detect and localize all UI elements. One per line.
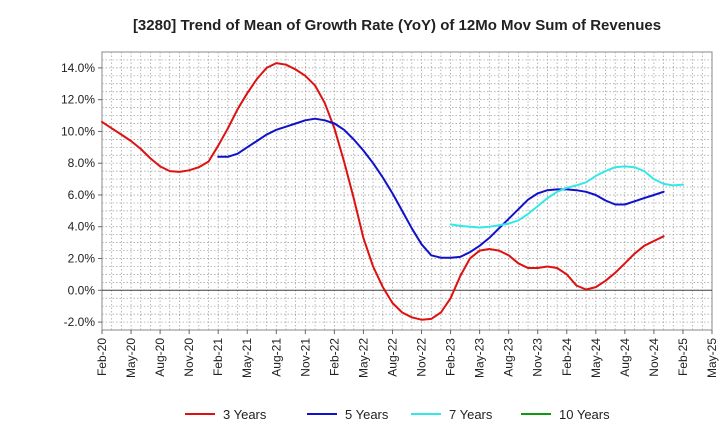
x-tick-label: Feb-22 [327,338,341,376]
x-tick-label: Aug-22 [385,338,399,377]
y-tick-label: 10.0% [61,124,95,138]
y-tick-label: 0.0% [68,283,96,297]
series-line-5-years [217,117,665,259]
legend-label: 10 Years [559,407,610,422]
x-tick-label: May-21 [240,338,254,378]
y-tick-label: 4.0% [68,220,96,234]
series-line-3-years [101,62,665,321]
x-tick-label: May-24 [589,338,603,378]
x-tick-label: Nov-20 [182,338,196,377]
chart-title: [3280] Trend of Mean of Growth Rate (YoY… [133,17,661,34]
x-tick-label: Feb-24 [560,338,574,376]
x-tick-label: Feb-20 [95,338,109,376]
x-tick-label: Nov-23 [531,338,545,377]
x-tick-label: Aug-21 [269,338,283,377]
y-tick-label: 6.0% [68,188,96,202]
x-tick-label: May-22 [356,338,370,378]
x-tick-label: May-23 [473,338,487,378]
x-tick-label: Nov-21 [298,338,312,377]
x-tick-label: Feb-23 [444,338,458,376]
y-tick-label: 12.0% [61,93,95,107]
x-tick-label: Nov-24 [647,338,661,377]
series-group [101,62,684,321]
x-tick-label: May-20 [124,338,138,378]
plot-area [101,51,713,331]
x-tick-label: Aug-24 [618,338,632,377]
x-tick-label: Nov-22 [415,338,429,377]
y-tick-label: -2.0% [64,315,96,329]
grid [102,52,712,330]
x-tick-label: May-25 [705,338,719,378]
y-tick-label: 2.0% [68,252,96,266]
legend-label: 3 Years [223,407,267,422]
legend-label: 5 Years [345,407,389,422]
series-line-7-years [449,165,684,229]
y-tick-label: 8.0% [68,156,96,170]
x-tick-label: Feb-21 [211,338,225,376]
legend: 3 Years 5 Years 7 Years 10 Years [185,407,610,422]
legend-label: 7 Years [449,407,493,422]
x-axis-ticks: Feb-20 May-20 Aug-20 Nov-20 Feb-21 May-21 Aug-… [95,330,719,378]
x-tick-label: Aug-20 [153,338,167,377]
y-tick-label: 14.0% [61,61,95,75]
y-axis-ticks: -2.0% 0.0% 2.0% 4.0% 6.0% 8.0% 10.0% 12.0% 14.0% [61,61,102,329]
x-tick-label: Feb-25 [676,338,690,376]
x-tick-label: Aug-23 [502,338,516,377]
